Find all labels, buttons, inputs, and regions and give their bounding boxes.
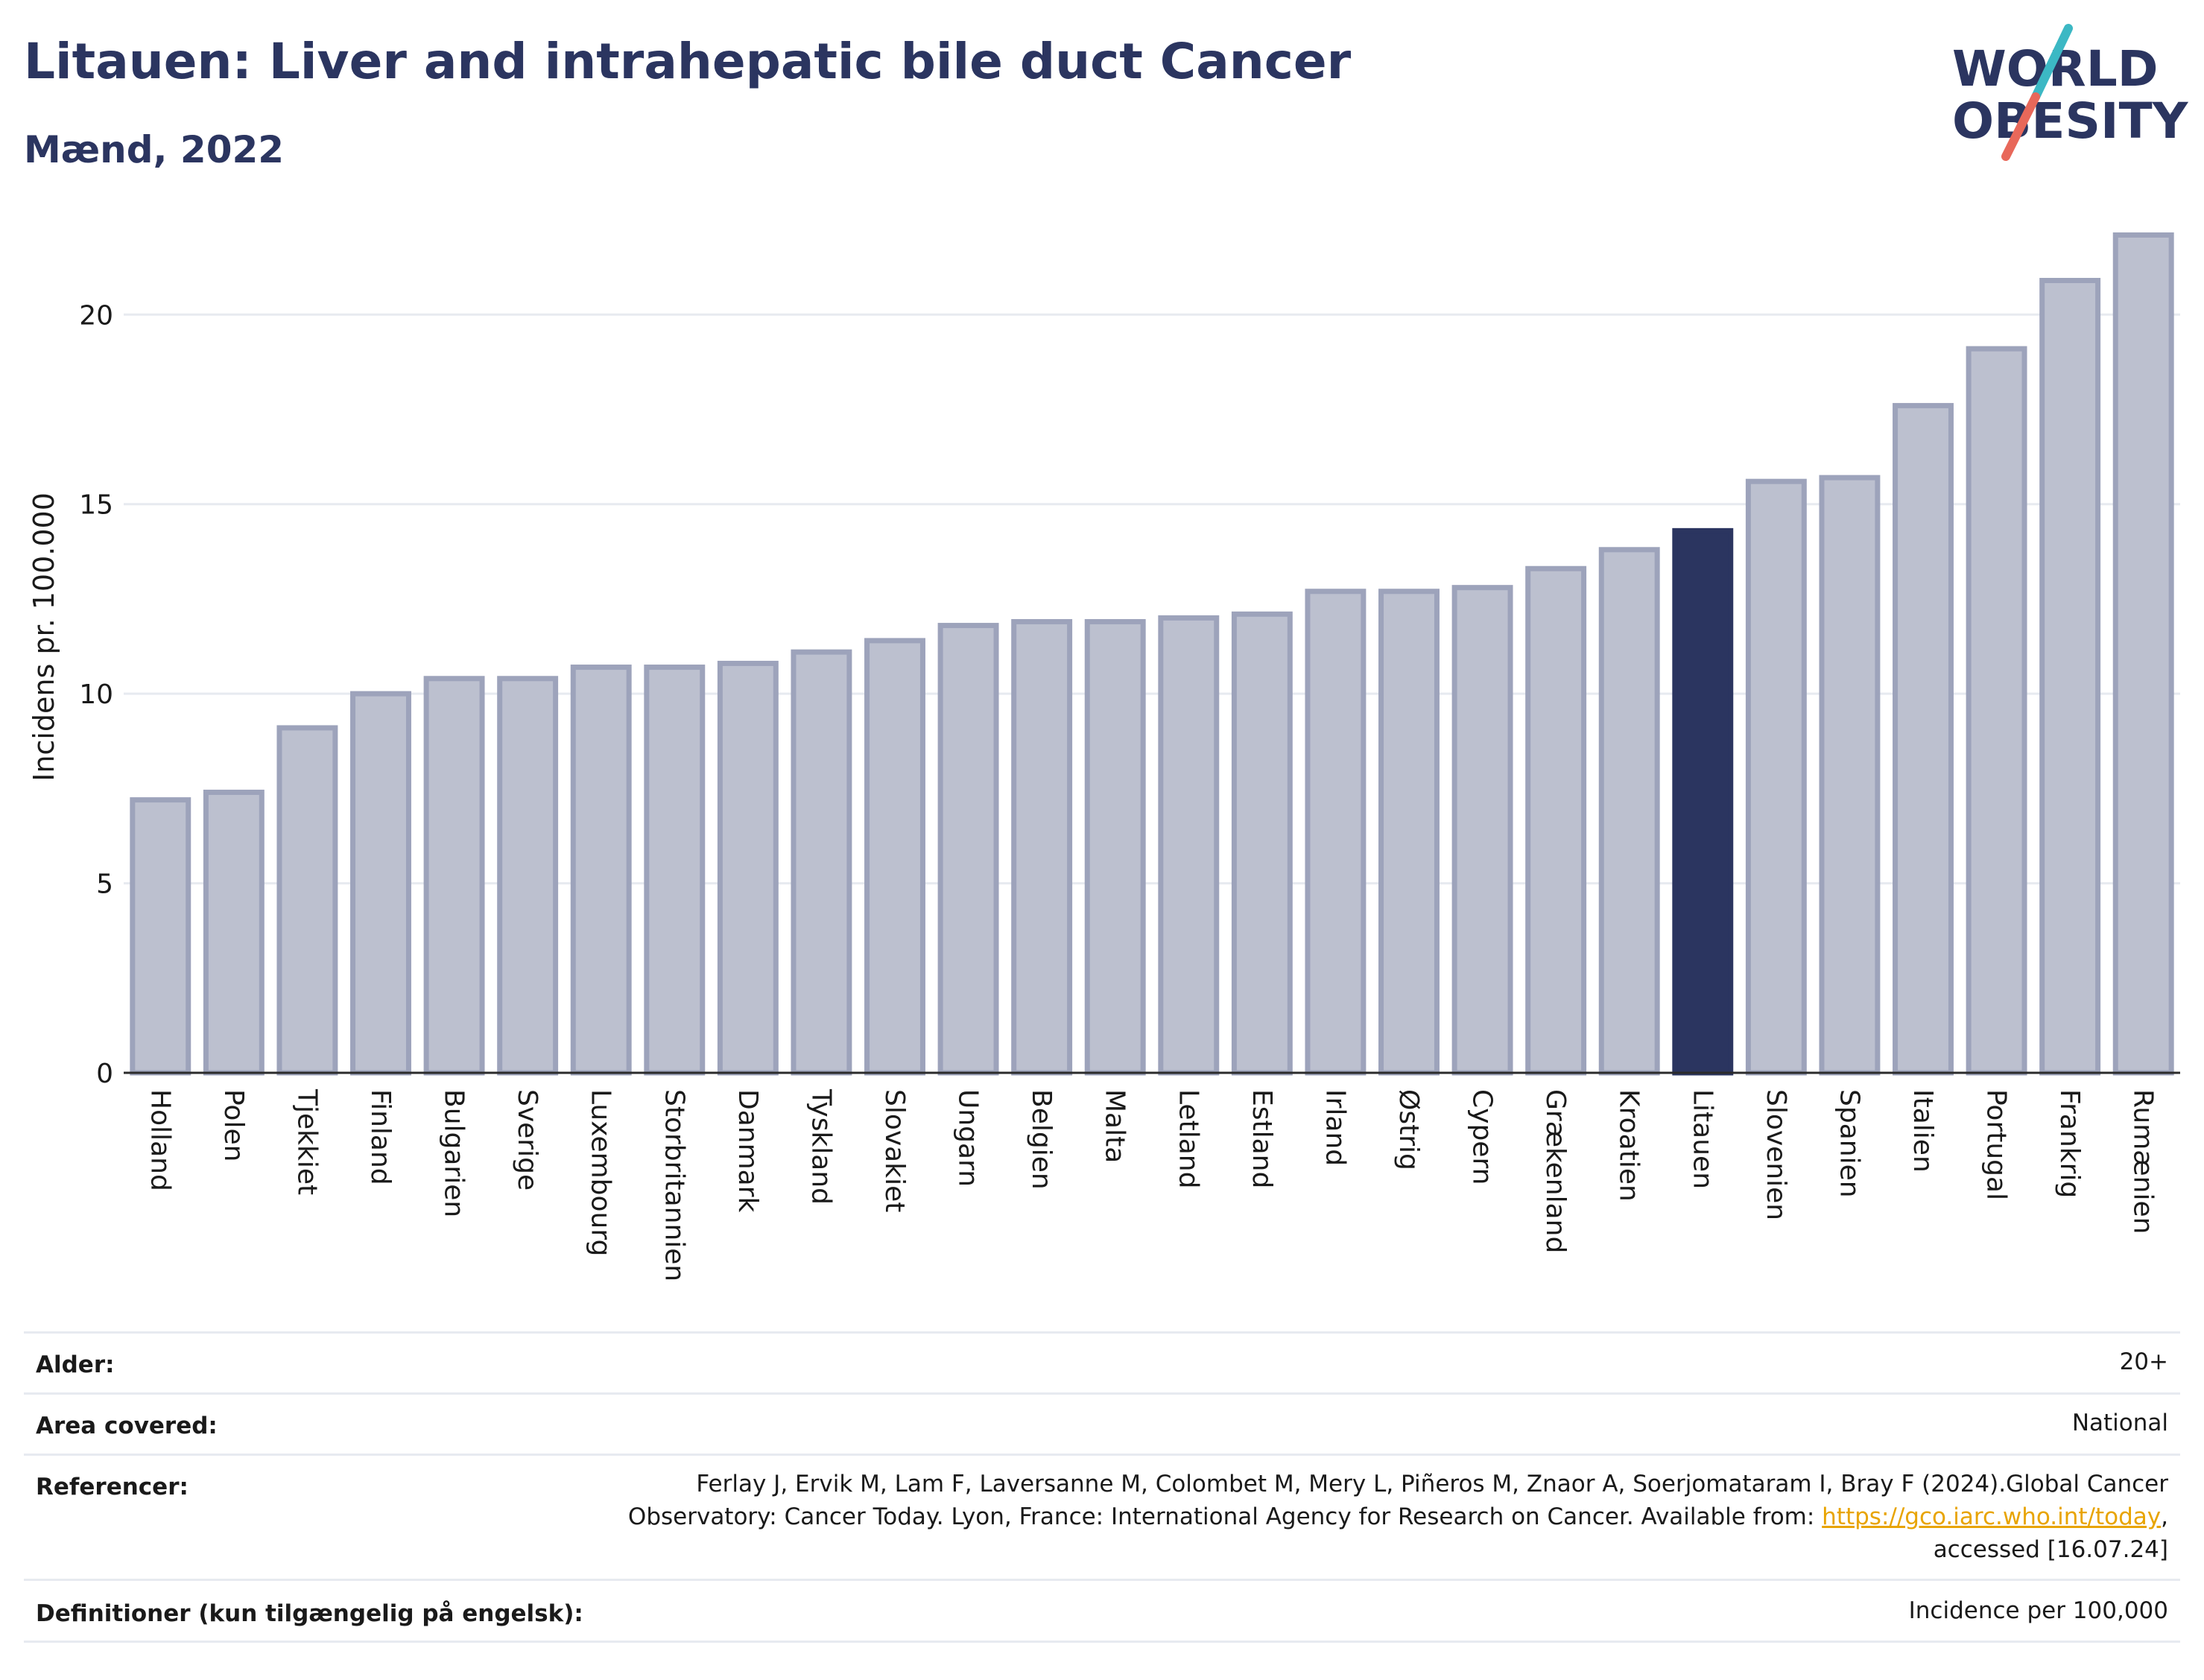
y-tick-label: 15 bbox=[79, 490, 113, 521]
bar-letland bbox=[1158, 615, 1220, 1076]
meta-row-definitions: Definitioner (kun tilgængelig på engelsk… bbox=[24, 1579, 2180, 1643]
x-tick-label: Italien bbox=[1907, 1089, 1938, 1173]
y-tick-label: 5 bbox=[96, 869, 113, 900]
meta-value-age: 20+ bbox=[2119, 1348, 2168, 1375]
x-tick-label: Rumænien bbox=[2128, 1089, 2159, 1234]
meta-row-age: Alder: 20+ bbox=[24, 1331, 2180, 1395]
bar-spanien bbox=[1819, 475, 1881, 1076]
meta-bottom-divider bbox=[24, 1641, 2180, 1643]
y-tick-label: 0 bbox=[96, 1059, 113, 1089]
bar-portugal bbox=[1966, 346, 2027, 1076]
x-tick-label: Sverige bbox=[512, 1089, 542, 1191]
x-tick-label: Tjekkiet bbox=[291, 1088, 322, 1195]
x-tick-label: Grækenland bbox=[1540, 1089, 1571, 1253]
meta-value-definitions: Incidence per 100,000 bbox=[1908, 1597, 2168, 1624]
logo-text-obesity: OBESITY bbox=[1952, 92, 2189, 150]
bar-litauen bbox=[1672, 527, 1734, 1076]
bar-frankrig bbox=[2039, 278, 2101, 1076]
x-tick-label: Belgien bbox=[1026, 1089, 1057, 1190]
bar-italien bbox=[1893, 402, 1954, 1076]
bar-chart: 0 5 10 15 20 Holland Polen Tjekkiet Finland Bulg… bbox=[28, 232, 2180, 1281]
reference-link[interactable]: https://gco.iarc.who.int/today bbox=[1822, 1503, 2162, 1530]
x-tick-label: Tyskland bbox=[805, 1088, 836, 1205]
bar-rumænien bbox=[2112, 232, 2174, 1076]
bar-luxembourg bbox=[570, 665, 632, 1076]
x-tick-label: Danmark bbox=[732, 1089, 763, 1213]
bars bbox=[130, 232, 2174, 1076]
x-tick-label: Frankrig bbox=[2054, 1089, 2085, 1198]
x-tick-label: Spanien bbox=[1834, 1089, 1864, 1198]
bar-polen bbox=[203, 789, 265, 1076]
x-tick-label: Storbritannien bbox=[659, 1089, 689, 1281]
bar-belgien bbox=[1011, 618, 1073, 1076]
meta-value-references: Ferlay J, Ervik M, Lam F, Laversanne M, … bbox=[628, 1468, 2168, 1566]
world-obesity-logo: WORLD OBESITY bbox=[1952, 24, 2189, 161]
reference-line-1: Ferlay J, Ervik M, Lam F, Laversanne M, … bbox=[696, 1471, 2168, 1497]
bar-kroatien bbox=[1598, 547, 1660, 1076]
x-tick-label: Ungarn bbox=[953, 1089, 984, 1187]
logo-slash-red bbox=[2001, 92, 2040, 161]
meta-key-references: Referencer: bbox=[36, 1474, 189, 1500]
bar-ungarn bbox=[937, 623, 999, 1076]
bar-irland bbox=[1305, 589, 1367, 1076]
bar-grækenland bbox=[1525, 565, 1587, 1076]
x-tick-label: Cypern bbox=[1467, 1089, 1498, 1185]
chart-subtitle: Mænd, 2022 bbox=[24, 128, 285, 171]
x-tick-label: Kroatien bbox=[1614, 1089, 1644, 1202]
meta-row-references: Referencer: Ferlay J, Ervik M, Lam F, La… bbox=[24, 1454, 2180, 1581]
reference-line-3: accessed [16.07.24] bbox=[1933, 1536, 2168, 1563]
bar-cypern bbox=[1451, 585, 1513, 1076]
bar-tyskland bbox=[791, 649, 852, 1076]
bar-bulgarien bbox=[423, 676, 485, 1076]
reference-line-2-comma: , bbox=[2161, 1503, 2168, 1530]
chart-title: Litauen: Liver and intrahepatic bile duc… bbox=[24, 33, 1352, 90]
meta-row-area: Area covered: National bbox=[24, 1392, 2180, 1456]
x-tick-label: Luxembourg bbox=[586, 1089, 616, 1256]
meta-key-area: Area covered: bbox=[36, 1413, 218, 1439]
x-tick-label: Letland bbox=[1173, 1089, 1203, 1188]
bar-sverige bbox=[497, 676, 559, 1076]
logo-slash-teal bbox=[2031, 24, 2073, 101]
bar-storbritannien bbox=[644, 665, 706, 1076]
bar-estland bbox=[1231, 611, 1293, 1076]
reference-line-2-text: Observatory: Cancer Today. Lyon, France:… bbox=[627, 1503, 1823, 1530]
x-tick-label: Malta bbox=[1100, 1089, 1130, 1163]
meta-key-definitions: Definitioner (kun tilgængelig på engelsk… bbox=[36, 1600, 583, 1627]
bar-slovakiet bbox=[864, 638, 925, 1076]
x-tick-label: Finland bbox=[365, 1089, 396, 1185]
bar-holland bbox=[130, 797, 191, 1076]
x-tick-label: Portugal bbox=[1981, 1089, 2012, 1200]
x-tick-label: Holland bbox=[145, 1089, 175, 1191]
bar-slovenien bbox=[1745, 478, 1807, 1076]
x-tick-label: Polen bbox=[218, 1089, 249, 1161]
bar-tjekkiet bbox=[276, 725, 338, 1076]
x-tick-label: Litauen bbox=[1687, 1089, 1717, 1189]
bar-finland bbox=[350, 691, 411, 1076]
bar-malta bbox=[1084, 618, 1146, 1076]
x-tick-label: Bulgarien bbox=[439, 1089, 469, 1217]
x-tick-label: Slovenien bbox=[1761, 1089, 1791, 1220]
y-tick-label: 20 bbox=[79, 300, 113, 331]
x-tick-label: Estland bbox=[1247, 1089, 1277, 1188]
x-tick-label: Irland bbox=[1320, 1089, 1350, 1166]
meta-value-area: National bbox=[2071, 1410, 2168, 1436]
meta-key-age: Alder: bbox=[36, 1351, 115, 1378]
x-tick-label: Østrig bbox=[1393, 1089, 1424, 1170]
x-tick-labels: Holland Polen Tjekkiet Finland Bulgarien Sver… bbox=[145, 1088, 2158, 1281]
y-tick-label: 10 bbox=[79, 679, 113, 710]
y-tick-labels: 0 5 10 15 20 bbox=[79, 300, 113, 1089]
bar-danmark bbox=[717, 660, 779, 1076]
reference-line-2: Observatory: Cancer Today. Lyon, France:… bbox=[628, 1500, 2168, 1533]
y-axis-label: Incidens pr. 100.000 bbox=[28, 492, 60, 782]
x-tick-label: Slovakiet bbox=[879, 1089, 910, 1212]
bar-østrig bbox=[1378, 589, 1440, 1076]
